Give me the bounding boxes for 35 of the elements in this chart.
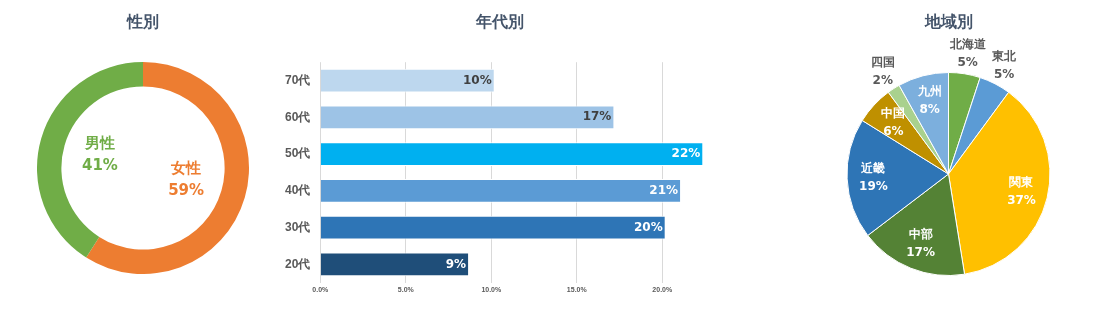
slice-label: 中国 <box>881 106 906 121</box>
data-label: 2% <box>872 72 893 87</box>
y-tick-label: 20代 <box>284 256 311 271</box>
y-tick-label: 60代 <box>284 109 311 124</box>
data-label: 37% <box>1007 192 1036 207</box>
data-label: 20% <box>633 219 663 234</box>
data-label: 21% <box>649 183 679 198</box>
data-label: 22% <box>671 146 701 161</box>
data-label: 8% <box>919 102 940 117</box>
chart-title: 年代別 <box>475 12 525 33</box>
data-label: 5% <box>993 67 1015 82</box>
slice-label: 北海道 <box>948 37 987 52</box>
data-label: 59% <box>168 181 205 200</box>
data-label: 5% <box>957 55 978 70</box>
slice-label: 男性 <box>83 134 115 153</box>
y-tick-label: 70代 <box>284 72 311 87</box>
data-label: 17% <box>582 109 612 124</box>
slice-label: 東北 <box>991 49 1018 64</box>
slice-label: 関東 <box>1009 174 1035 189</box>
data-label: 9% <box>445 256 467 271</box>
data-label: 17% <box>906 244 935 259</box>
y-tick-label: 50代 <box>284 146 311 161</box>
data-label: 6% <box>883 124 904 139</box>
slice-label: 九州 <box>916 84 942 99</box>
slice-label: 近畿 <box>860 160 886 175</box>
data-label: 41% <box>81 156 118 175</box>
y-tick-label: 40代 <box>284 183 311 198</box>
slice-label: 中部 <box>908 226 933 241</box>
slice-label: 四国 <box>870 54 895 69</box>
y-tick-label: 30代 <box>284 219 311 234</box>
data-label: 10% <box>462 72 492 87</box>
data-label: 19% <box>859 178 888 193</box>
slice-label: 女性 <box>170 159 202 178</box>
chart-title: 地域別 <box>923 12 974 33</box>
chart-title: 性別 <box>125 12 160 33</box>
